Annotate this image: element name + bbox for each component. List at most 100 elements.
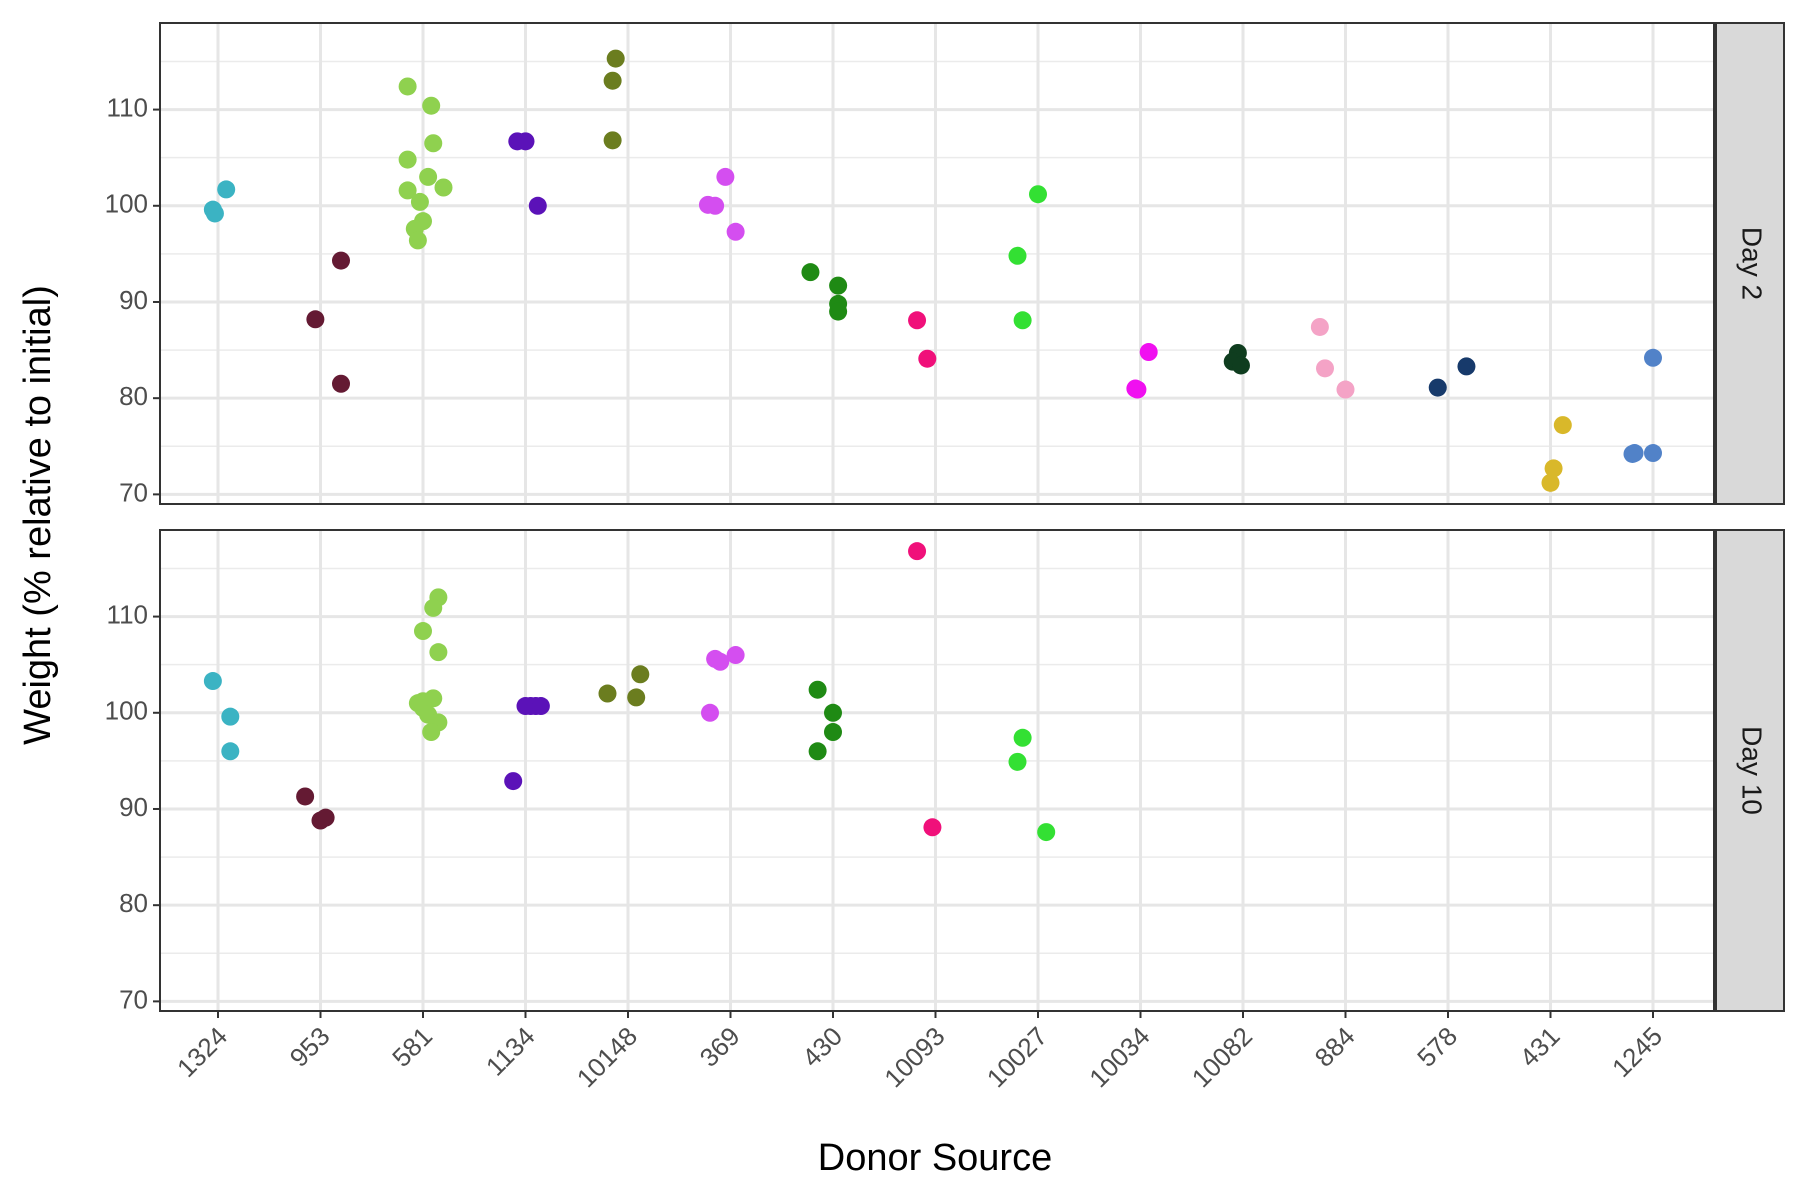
data-point [606,49,625,68]
data-point [598,684,617,703]
data-point [398,77,417,96]
data-point [1029,185,1047,204]
data-point [528,196,547,215]
data-point [419,167,438,186]
data-point [422,723,441,742]
y-tick-label: 70 [119,477,148,507]
data-point [918,349,937,368]
data-point [1008,752,1027,771]
data-point [726,646,745,665]
y-tick-label: 100 [105,696,148,726]
facet-panel: Day 2 70 80 90 100 110 [105,22,1785,507]
data-point [1457,357,1476,376]
data-point [829,302,848,321]
data-point [801,263,820,282]
x-tick-label: 430 [796,1021,848,1073]
data-point [221,742,240,761]
data-point [829,276,848,295]
panel-border [159,22,1715,505]
x-tick-label: 581 [386,1021,438,1073]
data-point [306,310,325,329]
data-point [627,688,646,707]
x-tick-label: 1324 [171,1021,233,1083]
data-point [1013,311,1032,330]
data-point [1128,380,1147,399]
data-point [1037,823,1056,842]
x-tick-label: 1134 [480,1021,541,1082]
x-tick-label: 10148 [571,1021,643,1093]
data-point [1316,359,1334,378]
data-point [923,818,942,837]
data-point [716,167,735,186]
x-tick-label: 884 [1309,1021,1361,1073]
data-point [824,723,842,742]
data-point [429,643,448,662]
data-point [221,707,240,726]
data-point [424,134,443,153]
data-point [1008,246,1027,265]
data-point [808,680,827,699]
data-point [296,787,315,806]
data-point [701,703,719,722]
data-point [1644,444,1662,463]
x-tick-label: 10082 [1186,1021,1258,1093]
x-tick-label: 953 [284,1021,336,1073]
x-tick-label: 431 [1514,1021,1566,1073]
y-tick-label: 90 [119,792,148,822]
data-point [332,374,350,393]
y-tick-label: 110 [107,599,148,629]
data-point [698,195,717,214]
data-point [398,150,417,169]
data-point [603,71,622,90]
data-point [1553,416,1572,435]
data-point [1139,343,1158,362]
y-tick-label: 110 [107,92,148,122]
data-point [316,808,335,827]
data-point [205,204,224,223]
data-point [1231,356,1250,375]
data-point [414,622,432,641]
data-point [332,251,350,270]
data-point [434,178,453,197]
data-point [1428,378,1447,397]
data-point [1310,317,1329,336]
x-tick-label: 10093 [878,1021,950,1093]
panel-border [159,529,1715,1012]
data-point [808,742,827,761]
data-point [1644,348,1662,367]
data-point [1623,444,1642,463]
y-tick-label: 100 [105,189,148,219]
facet-strip-label: Day 2 [1737,227,1768,300]
data-point [408,231,427,250]
data-point [603,131,622,150]
y-tick-label: 80 [119,888,148,918]
data-point [1544,459,1563,478]
data-point [531,697,550,716]
data-point [726,222,745,241]
data-point [203,672,222,691]
x-tick-label: 10027 [981,1021,1053,1093]
data-point [410,192,429,211]
y-tick-label: 90 [119,285,148,315]
data-point [424,598,443,617]
data-point [398,181,417,200]
facet-panel: Day 10 70 80 90 100 110 [105,529,1785,1014]
x-tick-label: 10034 [1083,1021,1155,1093]
data-point [217,180,236,199]
facet-strip-label: Day 10 [1737,726,1768,815]
data-point [824,703,842,722]
data-point [908,542,927,561]
x-axis-title: Donor Source [818,1137,1052,1179]
y-tick-label: 80 [119,381,148,411]
y-axis-title: Weight (% relative to initial) [17,285,59,745]
x-axis: 1324 953 581 1134 10148 369 430 10093 10027 10034… [171,1011,1668,1093]
x-tick-label: 1245 [1606,1021,1668,1083]
x-tick-label: 369 [694,1021,746,1073]
facet-strip [1715,529,1785,1012]
data-point [504,772,523,791]
chart-panels: Day 2 70 80 90 100 110 Day 10 70 80 90 100 110 [105,22,1785,1014]
data-point [908,311,927,330]
data-point [1541,473,1560,492]
facet-strip [1715,22,1785,505]
